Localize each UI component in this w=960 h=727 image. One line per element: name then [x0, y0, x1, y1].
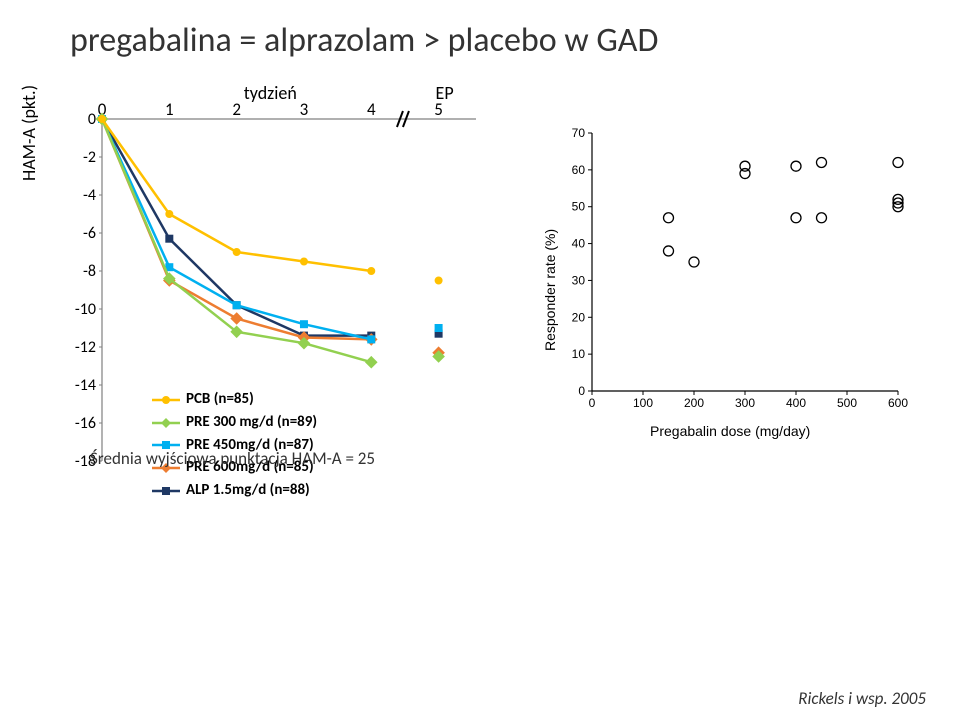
legend-item: ALP 1.5mg/d (n=88) [152, 480, 317, 502]
svg-text:-2: -2 [83, 148, 96, 167]
svg-text:-10: -10 [75, 300, 96, 319]
svg-text:50: 50 [572, 200, 586, 214]
svg-text:600: 600 [888, 396, 908, 410]
svg-text:60: 60 [572, 163, 586, 177]
svg-text:3: 3 [300, 99, 309, 120]
svg-text:-8: -8 [83, 262, 96, 281]
scatter-chart-svg: 0 10 20 30 40 50 60 70 0 100 200 300 400 500 600 [550, 121, 910, 421]
svg-text:500: 500 [837, 396, 857, 410]
svg-text:30: 30 [572, 273, 586, 287]
svg-text:400: 400 [786, 396, 806, 410]
svg-text:1: 1 [165, 99, 174, 120]
legend-label: PRE 300 mg/d (n=89) [186, 412, 317, 434]
legend-marker-icon [152, 393, 180, 407]
legend-label: PCB (n=85) [186, 389, 254, 411]
svg-text:10: 10 [572, 347, 586, 361]
svg-text:4: 4 [367, 99, 376, 120]
svg-text:-12: -12 [75, 338, 96, 357]
line-chart-ylabel: HAM-A (pkt.) [18, 85, 40, 181]
svg-text:-16: -16 [75, 414, 96, 433]
svg-text:tydzień: tydzień [244, 82, 297, 104]
svg-text:2: 2 [232, 99, 241, 120]
baseline-note: Średnia wyjściowa punktacja HAM-A = 25 [90, 448, 375, 469]
svg-text:20: 20 [572, 310, 586, 324]
svg-text:200: 200 [684, 396, 704, 410]
svg-text:0: 0 [589, 396, 596, 410]
svg-text:70: 70 [572, 126, 586, 140]
scatter-chart-ylabel: Responder rate (%) [542, 229, 558, 351]
citation: Rickels i wsp. 2005 [798, 688, 926, 709]
svg-text:5: 5 [434, 99, 443, 120]
svg-text:40: 40 [572, 237, 586, 251]
svg-text:0: 0 [88, 110, 96, 129]
legend-label: ALP 1.5mg/d (n=88) [186, 480, 310, 502]
legend-marker-icon [152, 484, 180, 498]
svg-text:-4: -4 [83, 186, 96, 205]
svg-text:300: 300 [735, 396, 755, 410]
legend-marker-icon [152, 416, 180, 430]
svg-text:-14: -14 [75, 376, 96, 395]
legend-item: PCB (n=85) [152, 389, 317, 411]
page-title: pregabalina = alprazolam > placebo w GAD [70, 20, 930, 61]
legend-item: PRE 300 mg/d (n=89) [152, 412, 317, 434]
svg-text:-6: -6 [83, 224, 96, 243]
svg-text:0: 0 [578, 384, 585, 398]
line-chart-legend: PCB (n=85)PRE 300 mg/d (n=89)PRE 450mg/d… [152, 389, 317, 503]
scatter-chart: Responder rate (%) 010203040506070010020… [550, 121, 920, 451]
scatter-chart-xlabel: Pregabalin dose (mg/day) [650, 423, 810, 439]
svg-text:100: 100 [633, 396, 653, 410]
